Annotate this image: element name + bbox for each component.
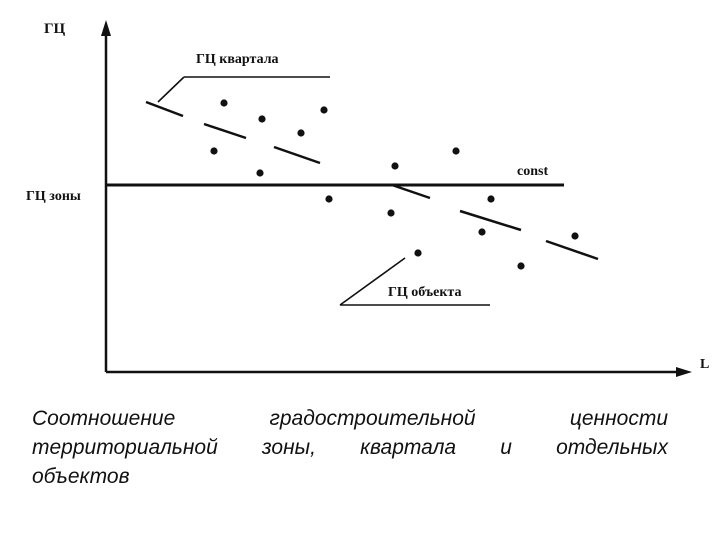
object-point — [325, 195, 333, 203]
object-point — [452, 147, 460, 155]
object-point — [391, 162, 399, 170]
caption-line: объектов — [32, 465, 130, 488]
trend-dash — [459, 209, 522, 232]
object-point — [487, 195, 495, 203]
zone-label: ГЦ зоны — [26, 189, 81, 204]
caption-line: территориальной зоны, квартала и отдельн… — [32, 436, 668, 459]
quarter-label-leader — [157, 76, 185, 103]
quarter-label: ГЦ квартала — [196, 52, 279, 67]
x-axis-arrow — [676, 367, 692, 377]
object-point — [478, 228, 486, 236]
object-label: ГЦ объекта — [388, 285, 461, 300]
object-point — [297, 129, 305, 137]
object-point — [320, 106, 328, 114]
caption-line: Соотношение градостроительной ценности — [32, 407, 668, 430]
object-label-leader — [339, 257, 406, 306]
y-axis-arrow — [101, 20, 111, 36]
object-point — [571, 232, 579, 240]
trend-dash — [145, 100, 184, 118]
x-axis-label: L — [700, 357, 709, 372]
object-point — [256, 169, 264, 177]
object-point — [517, 262, 525, 270]
y-axis-label: ГЦ — [44, 21, 66, 37]
trend-dash — [273, 145, 321, 165]
trend-dash — [391, 183, 431, 200]
const-label: const — [517, 164, 548, 179]
object-point — [210, 147, 218, 155]
object-point — [258, 115, 266, 123]
diagram: ГЦ L ГЦ зоны const ГЦ квартала ГЦ объект… — [26, 20, 709, 377]
trend-dash — [203, 122, 247, 140]
figure-caption: Соотношение градостроительной ценности т… — [32, 404, 668, 491]
trend-dash — [545, 239, 599, 261]
object-point — [414, 249, 422, 257]
object-point — [220, 99, 228, 107]
object-point — [387, 209, 395, 217]
